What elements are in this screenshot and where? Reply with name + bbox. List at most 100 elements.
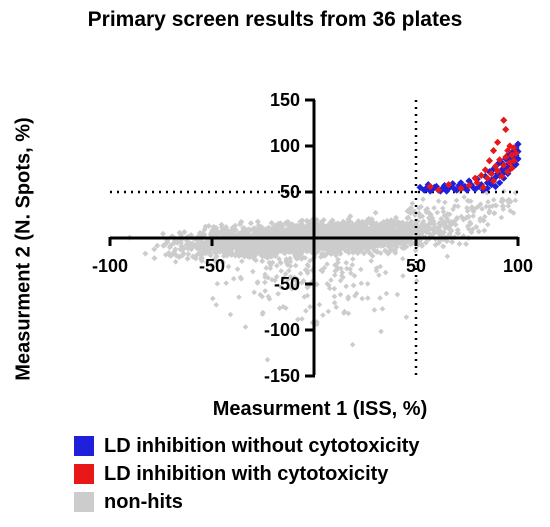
non-hit-point: [500, 206, 507, 213]
non-hit-point: [280, 303, 287, 310]
legend-swatch-blue: [74, 436, 94, 456]
non-hit-point: [262, 274, 268, 280]
non-hit-point: [384, 230, 391, 237]
non-hit-point: [367, 225, 374, 232]
point-with-cytotoxicity: [471, 174, 479, 182]
non-hit-point: [420, 196, 426, 203]
non-hit-point: [349, 262, 356, 268]
non-hit-point: [440, 243, 447, 250]
non-hit-point: [392, 214, 399, 221]
non-hit-point: [498, 214, 505, 221]
non-hit-point: [338, 265, 344, 272]
non-hit-point: [465, 198, 472, 204]
non-hit-point: [351, 246, 358, 252]
non-hit-point: [212, 249, 219, 256]
non-hit-point: [245, 246, 251, 253]
non-hit-point: [267, 262, 274, 269]
point-with-cytotoxicity: [481, 166, 489, 174]
non-hit-point: [416, 205, 422, 211]
non-hit-point: [358, 280, 365, 287]
non-hit-point: [304, 292, 311, 299]
non-hit-point: [287, 263, 294, 269]
non-hit-point: [412, 247, 419, 254]
non-hit-point: [335, 246, 341, 252]
non-hit-point: [365, 295, 371, 301]
legend-label: LD inhibition with cytotoxicity: [104, 462, 389, 485]
non-hit-point: [278, 268, 285, 274]
non-hit-point: [422, 239, 429, 246]
non-hit-point: [268, 219, 275, 226]
non-hit-point: [339, 269, 346, 276]
non-hit-point: [241, 253, 248, 259]
non-hit-point: [399, 255, 406, 262]
non-hit-point: [399, 244, 406, 251]
legend-label: non-hits: [104, 490, 183, 513]
non-hit-point: [484, 221, 491, 228]
non-hit-point: [289, 221, 296, 228]
non-hit-point: [207, 252, 214, 259]
non-hit-point: [333, 252, 339, 259]
point-no-cytotoxicity: [500, 174, 508, 182]
non-hit-point: [371, 230, 378, 237]
non-hit-point: [343, 259, 350, 266]
non-hit-point: [296, 240, 303, 247]
non-hit-point: [172, 246, 179, 253]
non-hit-point: [307, 257, 313, 264]
non-hit-point: [420, 218, 427, 225]
non-hit-point: [275, 222, 282, 229]
legend-item-with-cytotoxicity: LD inhibition with cytotoxicity: [74, 460, 420, 488]
non-hit-point: [451, 203, 458, 209]
non-hit-point: [377, 295, 383, 301]
non-hit-point: [483, 203, 490, 210]
non-hit-point: [277, 259, 284, 265]
non-hit-point: [408, 205, 414, 211]
non-hit-point: [223, 231, 230, 238]
point-no-cytotoxicity: [420, 186, 428, 194]
point-no-cytotoxicity: [514, 140, 522, 148]
non-hit-point: [368, 258, 374, 264]
non-hit-point: [465, 226, 472, 232]
non-hit-point: [324, 280, 331, 287]
non-hit-point: [450, 206, 456, 213]
point-with-cytotoxicity: [510, 157, 518, 165]
non-hit-point: [282, 271, 289, 277]
non-hit-point: [320, 312, 326, 318]
non-hit-point: [238, 276, 245, 282]
non-hit-point: [238, 251, 245, 258]
non-hit-point: [360, 238, 367, 245]
non-hit-point: [442, 199, 448, 206]
non-hit-point: [467, 219, 473, 226]
non-hit-point: [335, 256, 341, 263]
point-with-cytotoxicity: [477, 171, 485, 180]
non-hit-point: [463, 241, 470, 248]
non-hit-point: [181, 228, 188, 235]
non-hit-point: [332, 272, 338, 278]
non-hit-point: [184, 255, 191, 262]
non-hit-point: [251, 238, 258, 245]
non-hit-point: [252, 257, 259, 264]
non-hit-point: [354, 243, 361, 249]
non-hit-point: [377, 250, 384, 256]
non-hit-point: [257, 249, 264, 256]
non-hit-point: [347, 213, 354, 220]
non-hit-point: [481, 213, 488, 220]
non-hit-point: [151, 246, 158, 253]
non-hit-point: [453, 197, 460, 204]
y-tick-label: 50: [280, 182, 300, 202]
non-hit-point: [481, 227, 488, 234]
non-hit-point: [394, 241, 401, 247]
non-hit-point: [440, 205, 446, 212]
point-no-cytotoxicity: [471, 185, 479, 193]
non-hit-point: [314, 244, 321, 250]
non-hit-point: [334, 265, 341, 271]
point-with-cytotoxicity: [445, 181, 453, 189]
non-hit-point: [359, 245, 366, 252]
non-hit-point: [272, 277, 278, 284]
non-hit-point: [307, 239, 314, 246]
non-hit-point: [464, 205, 470, 211]
non-hit-point: [328, 251, 335, 258]
point-with-cytotoxicity: [494, 138, 502, 146]
non-hit-point: [244, 253, 251, 260]
non-hit-point: [382, 269, 389, 276]
non-hit-point: [360, 250, 367, 257]
